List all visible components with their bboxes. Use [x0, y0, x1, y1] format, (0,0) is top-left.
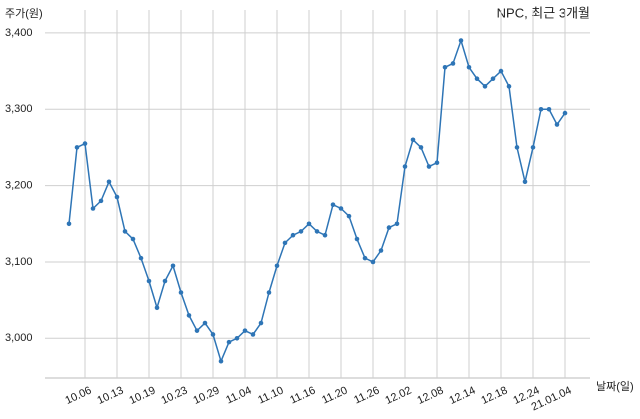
x-tick-label: 11.04: [224, 384, 253, 406]
point: [514, 145, 520, 150]
point: [378, 248, 384, 253]
point: [90, 206, 96, 211]
point: [250, 332, 256, 337]
point: [122, 229, 128, 234]
y-tick-label: 3,300: [5, 103, 33, 115]
point: [338, 206, 344, 211]
point: [330, 202, 336, 207]
point: [498, 68, 504, 74]
point: [490, 76, 496, 82]
y-tick-label: 3,400: [5, 27, 33, 39]
point: [434, 160, 440, 165]
point: [274, 263, 280, 269]
point: [290, 232, 296, 238]
point: [538, 106, 544, 112]
point: [562, 110, 568, 116]
point: [194, 328, 200, 333]
x-tick-label: 12.02: [383, 384, 413, 407]
point: [306, 221, 312, 227]
point: [442, 64, 448, 70]
point: [154, 305, 160, 311]
point: [282, 240, 288, 246]
point: [554, 122, 560, 127]
y-tick-label: 3,200: [5, 180, 33, 192]
point: [546, 106, 552, 112]
point: [450, 61, 456, 66]
point: [130, 236, 136, 242]
point: [370, 259, 376, 265]
point: [362, 255, 368, 261]
point: [266, 290, 272, 295]
point: [482, 84, 488, 89]
point: [242, 328, 248, 333]
point: [418, 145, 424, 150]
point: [114, 194, 120, 200]
point: [354, 236, 360, 242]
x-tick-label: 10.23: [159, 384, 189, 407]
y-axis-label: 주가(원): [5, 7, 43, 20]
point: [170, 263, 176, 269]
point: [210, 332, 216, 337]
point: [98, 198, 104, 204]
point: [474, 76, 480, 82]
x-tick-label: 12.18: [479, 384, 509, 407]
point: [82, 141, 88, 146]
x-tick-label: 11.20: [320, 384, 349, 406]
point: [426, 164, 432, 169]
point: [346, 213, 352, 219]
y-tick-label: 3,000: [5, 332, 33, 344]
point: [506, 84, 512, 89]
point: [186, 313, 192, 318]
point: [386, 225, 392, 230]
point: [466, 64, 472, 70]
x-tick-label: 10.06: [63, 384, 93, 407]
x-tick-label: 12.14: [447, 384, 477, 407]
point: [522, 179, 528, 185]
x-tick-label: 11.10: [256, 384, 285, 406]
point: [218, 358, 224, 364]
point: [178, 290, 184, 295]
x-tick-label: 10.19: [127, 384, 157, 407]
x-tick-label: 12.08: [415, 384, 445, 407]
point: [234, 335, 240, 341]
point: [202, 320, 208, 326]
point: [162, 278, 168, 284]
point: [106, 179, 112, 185]
x-tick-label: 10.29: [191, 384, 221, 407]
y-tick-label: 3,100: [5, 256, 33, 268]
point: [66, 221, 72, 227]
point: [146, 278, 152, 284]
point: [74, 145, 80, 150]
point: [322, 232, 328, 238]
point: [458, 38, 464, 43]
x-axis-label: 날짜(일): [596, 379, 634, 393]
x-tick-label: 10.13: [95, 384, 125, 407]
point: [226, 339, 232, 345]
point: [314, 229, 320, 234]
chart-title: NPC, 최근 3개월: [497, 5, 590, 20]
point: [298, 229, 304, 234]
point: [258, 320, 264, 326]
point: [410, 137, 416, 143]
point: [394, 221, 400, 227]
x-tick-label: 11.16: [288, 384, 317, 406]
point: [138, 255, 144, 261]
point: [402, 164, 408, 169]
x-tick-label: 11.26: [352, 384, 381, 406]
point: [530, 145, 536, 150]
line: [68, 38, 566, 364]
